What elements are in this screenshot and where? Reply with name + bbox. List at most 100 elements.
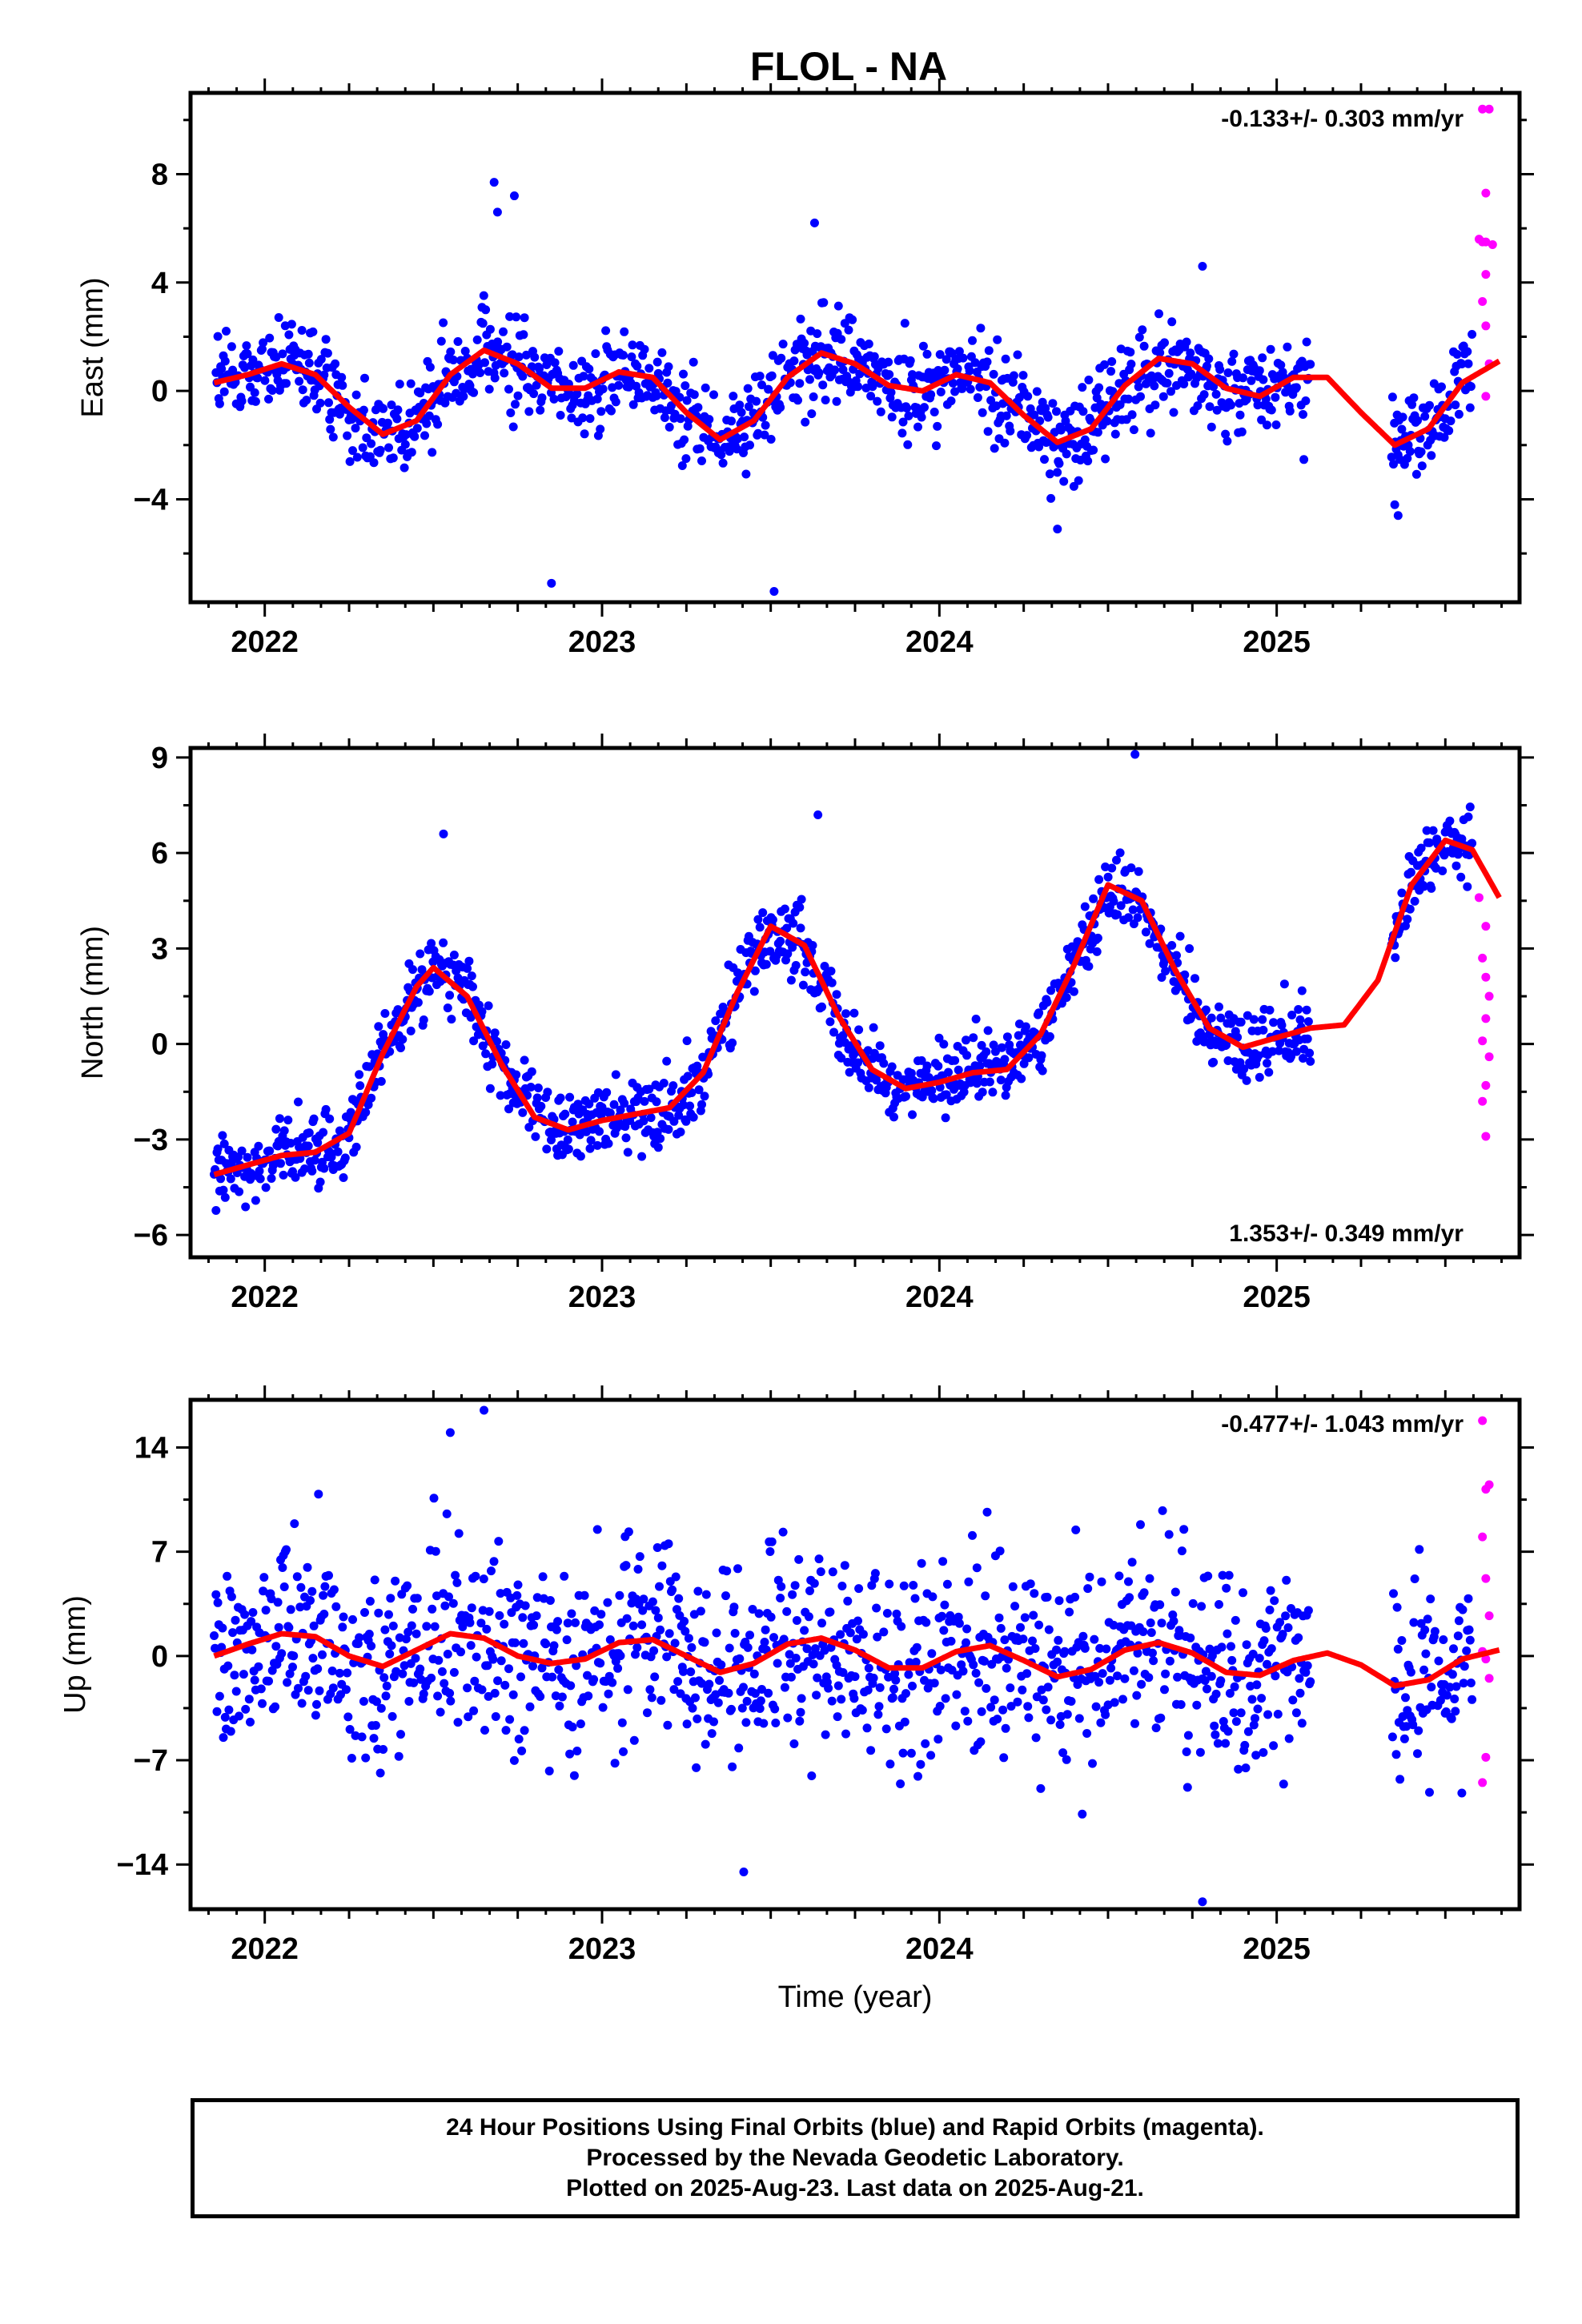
final-orbit-point xyxy=(1239,1064,1249,1074)
final-orbit-point xyxy=(727,416,736,426)
final-orbit-point xyxy=(504,1664,513,1674)
final-orbit-point xyxy=(1106,367,1116,376)
final-orbit-point xyxy=(664,1124,673,1134)
final-orbit-point xyxy=(227,1592,236,1602)
final-orbit-point xyxy=(216,1174,226,1184)
final-orbit-point xyxy=(485,324,495,334)
final-orbit-point xyxy=(470,1676,480,1686)
final-orbit-point xyxy=(1080,1643,1090,1653)
final-orbit-point xyxy=(1066,1697,1076,1706)
final-orbit-point xyxy=(729,1602,739,1612)
final-orbit-point xyxy=(701,1590,711,1599)
final-orbit-point xyxy=(443,1003,452,1013)
final-orbit-point xyxy=(1306,1677,1315,1687)
final-orbit-point xyxy=(989,369,998,379)
final-orbit-point xyxy=(379,1673,389,1683)
final-orbit-point xyxy=(681,1116,691,1126)
final-orbit-point xyxy=(595,1620,604,1630)
final-orbit-point xyxy=(886,388,896,397)
final-orbit-point xyxy=(551,1691,560,1701)
final-orbit-point xyxy=(653,1613,663,1622)
final-orbit-point xyxy=(1420,1625,1430,1634)
final-orbit-point xyxy=(449,951,459,959)
final-orbit-point xyxy=(1297,1719,1307,1728)
final-orbit-point xyxy=(456,1647,465,1657)
final-orbit-point xyxy=(404,1697,414,1706)
final-orbit-point xyxy=(1395,1775,1405,1784)
final-orbit-point xyxy=(453,1718,463,1727)
final-orbit-point xyxy=(750,966,760,975)
final-orbit-point xyxy=(868,382,877,392)
final-orbit-point xyxy=(1042,998,1052,1007)
final-orbit-point xyxy=(874,1702,884,1711)
final-orbit-point xyxy=(1465,802,1475,812)
final-orbit-point xyxy=(1442,1691,1452,1700)
final-orbit-point xyxy=(705,1679,714,1689)
final-orbit-point xyxy=(328,432,338,442)
final-orbit-point xyxy=(1097,1577,1106,1586)
final-orbit-point xyxy=(1023,392,1033,401)
final-orbit-point xyxy=(297,1699,307,1708)
final-orbit-point xyxy=(1452,861,1461,870)
final-orbit-point xyxy=(848,315,857,324)
final-orbit-point xyxy=(459,392,468,401)
final-orbit-point xyxy=(1182,337,1191,347)
final-orbit-point xyxy=(407,1621,416,1630)
final-orbit-point xyxy=(1175,931,1185,941)
final-orbit-point xyxy=(670,1638,680,1648)
final-orbit-point xyxy=(1128,905,1138,915)
final-orbit-point xyxy=(398,1669,408,1679)
final-orbit-point xyxy=(528,1662,537,1671)
final-orbit-point xyxy=(398,1035,408,1044)
final-orbit-point xyxy=(304,1128,314,1137)
y-tick-label: 9 xyxy=(151,742,168,775)
final-orbit-point xyxy=(374,1022,383,1031)
final-orbit-point xyxy=(556,1093,565,1103)
final-orbit-point xyxy=(757,380,766,390)
final-orbit-point xyxy=(1428,826,1438,835)
final-orbit-point xyxy=(315,398,325,408)
final-orbit-point xyxy=(1031,1733,1041,1743)
final-orbit-point xyxy=(1150,400,1160,410)
final-orbit-point xyxy=(888,1693,897,1703)
final-orbit-point xyxy=(395,380,404,389)
final-orbit-point xyxy=(1273,1710,1283,1719)
y-tick-label: 3 xyxy=(151,932,168,966)
final-orbit-point xyxy=(1106,1663,1116,1673)
final-orbit-point xyxy=(682,1719,692,1729)
final-orbit-point xyxy=(355,1081,365,1091)
final-orbit-point xyxy=(783,949,793,959)
final-orbit-point xyxy=(737,408,746,417)
final-orbit-point xyxy=(278,1563,287,1572)
final-orbit-point xyxy=(563,1135,572,1144)
final-orbit-point xyxy=(611,397,620,407)
final-orbit-point xyxy=(543,1088,552,1097)
final-orbit-point xyxy=(1108,387,1118,396)
final-orbit-point xyxy=(388,453,398,463)
final-orbit-point xyxy=(428,448,437,457)
final-orbit-point xyxy=(873,396,882,406)
final-orbit-point xyxy=(442,1509,452,1518)
final-orbit-point xyxy=(549,394,559,404)
final-orbit-point xyxy=(533,1084,543,1092)
final-orbit-point xyxy=(520,1601,530,1610)
final-orbit-point xyxy=(1137,1679,1146,1689)
final-orbit-point xyxy=(682,1036,692,1046)
final-orbit-point xyxy=(1464,812,1473,822)
final-orbit-point xyxy=(768,351,777,360)
final-orbit-point xyxy=(1124,394,1133,404)
final-orbit-point xyxy=(687,1642,697,1652)
final-orbit-point xyxy=(795,379,805,388)
final-orbit-point xyxy=(969,1033,978,1043)
final-orbit-point xyxy=(1452,350,1462,359)
final-orbit-point xyxy=(488,1059,497,1069)
final-orbit-point xyxy=(519,330,528,340)
final-orbit-point xyxy=(652,1097,661,1107)
final-orbit-point xyxy=(845,1628,855,1638)
final-orbit-point xyxy=(1387,1732,1397,1742)
final-orbit-point xyxy=(449,1667,459,1677)
final-orbit-point xyxy=(638,1606,648,1615)
final-orbit-point xyxy=(934,1735,943,1744)
final-orbit-point xyxy=(656,1134,665,1144)
final-orbit-point xyxy=(1288,1695,1298,1705)
